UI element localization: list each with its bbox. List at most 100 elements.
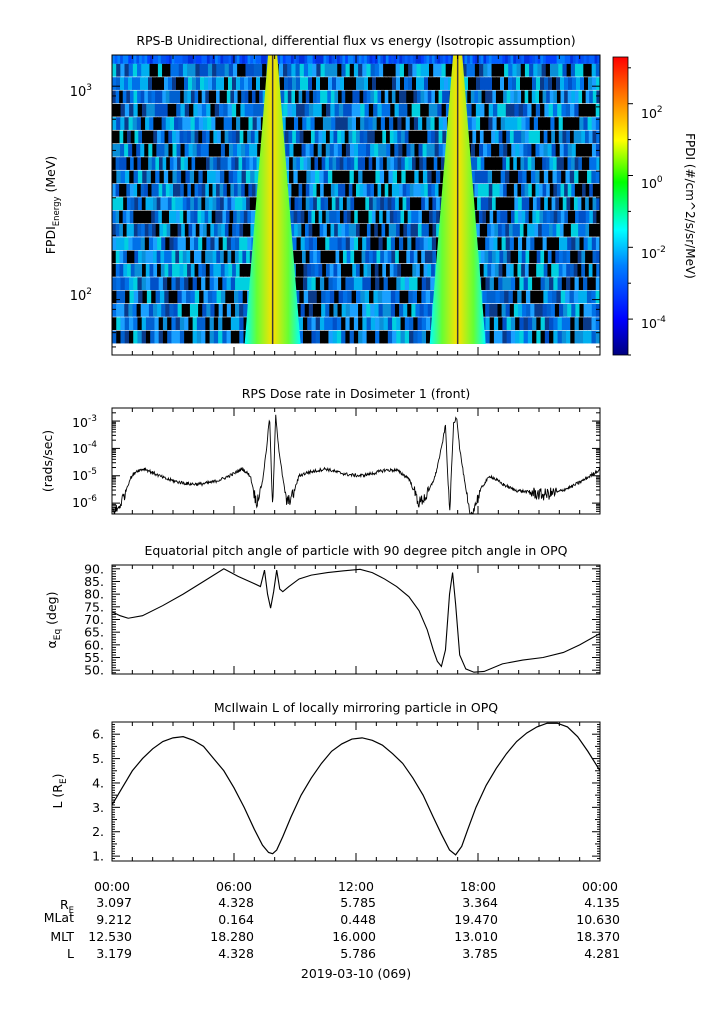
spectrogram-cell [308, 223, 313, 237]
spectrogram-cell [549, 223, 554, 237]
spectrogram-cell [301, 143, 307, 157]
spectrogram-cell [386, 130, 391, 144]
spectrogram-cell [574, 223, 579, 237]
spectrogram-cell [331, 197, 337, 211]
spectrogram-cell [217, 223, 222, 237]
spectrogram-cell [523, 317, 529, 331]
spectrogram-cell [462, 63, 468, 77]
spectrogram-cell [124, 237, 129, 251]
spectrogram-cell [278, 63, 284, 77]
spectrogram-cell [366, 317, 372, 331]
spectrogram-cell [553, 55, 558, 64]
spectrogram-cell [337, 304, 343, 317]
spectrogram-cell [307, 157, 312, 170]
spectrogram-cell [390, 143, 395, 157]
spectrogram-cell [242, 250, 247, 264]
spectrogram-cell [168, 55, 173, 64]
spectrogram-cell [199, 290, 204, 304]
spectrogram-cell [591, 55, 596, 64]
spectrogram-cell [508, 63, 513, 77]
spectrogram-cell [230, 330, 236, 344]
spectrogram-cell [175, 264, 181, 277]
spectrogram-cell [232, 143, 238, 157]
spectrogram-cell [120, 143, 125, 157]
spectrogram-cell [383, 330, 389, 344]
spectrogram-cell [248, 117, 254, 130]
spectrogram-cell [547, 197, 553, 211]
spectrogram-cell [120, 103, 126, 117]
spectrogram-cell [417, 90, 422, 104]
spectrogram-cell [277, 55, 281, 64]
spectrogram-cell [373, 90, 379, 104]
spectrogram-cell [487, 264, 492, 277]
spectrogram-cell [169, 237, 175, 251]
spectrogram-cell [561, 317, 567, 331]
spectrogram-cell [524, 90, 529, 104]
spectrogram-cell [115, 90, 120, 104]
spectrogram-cell [472, 77, 477, 90]
spectrogram-cell [220, 63, 226, 77]
spectrogram-cell [213, 223, 219, 237]
spectrogram-cell [130, 264, 136, 277]
spectrogram-cell [153, 237, 158, 251]
spectrogram-cell [396, 223, 401, 237]
spectrogram-cell [343, 210, 348, 224]
spectrogram-cell [302, 183, 307, 197]
spectrogram-cell [417, 197, 422, 211]
spectrogram-cell [201, 183, 206, 197]
spectrogram-cell [209, 277, 215, 291]
spectrogram-cell [373, 290, 379, 304]
spectrogram-cell [200, 77, 205, 90]
spectrogram-cell [480, 55, 485, 64]
spectrogram-cell [491, 130, 496, 144]
spectrogram-cell [381, 223, 386, 237]
spectrogram-cell [549, 183, 554, 197]
spectrogram-cell [574, 277, 580, 291]
spectrogram-cell [183, 130, 188, 144]
spectrogram-cell [527, 223, 532, 237]
spectrogram-cell [414, 210, 419, 224]
spectrogram-cell [338, 290, 344, 304]
spectrogram-cell [395, 183, 400, 197]
spectrogram-cell [239, 130, 244, 144]
spectrogram-cell [322, 130, 327, 144]
time-label-1: 06:00 [216, 879, 252, 894]
spectrogram-cell [521, 90, 526, 104]
spectrogram-cell [331, 55, 335, 64]
spectrogram-cell [177, 223, 182, 237]
spectrogram-cell [521, 290, 527, 304]
spectrogram-cell [470, 143, 476, 157]
spectrogram-cell [174, 55, 178, 64]
spectrogram-cell [287, 63, 292, 77]
spectrogram-cell [421, 317, 427, 331]
spectrogram-cell [335, 197, 340, 211]
spectrogram-cell [336, 157, 341, 170]
spectrogram-cell [502, 264, 507, 277]
spectrogram-cell [347, 210, 352, 224]
spectrogram-cell [180, 157, 185, 170]
spectrogram-cell [220, 143, 226, 157]
spectrogram-cell [314, 170, 320, 184]
spectrogram-cell [396, 330, 402, 344]
spectrogram-cell [389, 130, 395, 144]
spectrogram-cell [388, 183, 393, 197]
spectrogram-cell [407, 237, 412, 251]
spectrogram-cell [130, 157, 135, 170]
spectrogram-cell [130, 197, 135, 211]
spectrogram-cell [336, 77, 341, 90]
spectrogram-cell [235, 237, 240, 251]
spectrogram-cell [348, 223, 353, 237]
spectrogram-cell [348, 77, 353, 90]
spectrogram-cell [180, 77, 185, 90]
spectrogram-cell [382, 143, 387, 157]
spectrogram-cell [464, 55, 468, 64]
spectrogram-cell [308, 77, 313, 90]
spectrogram-cell [176, 90, 181, 104]
spectrogram-cell [591, 290, 597, 304]
spectrogram-cell [328, 197, 333, 211]
spectrogram-cell [517, 304, 523, 317]
spectrogram-cell [285, 55, 289, 64]
spectrogram-cell [503, 197, 508, 211]
spectrogram-cell [337, 143, 343, 157]
spectrogram-cell [565, 290, 570, 304]
